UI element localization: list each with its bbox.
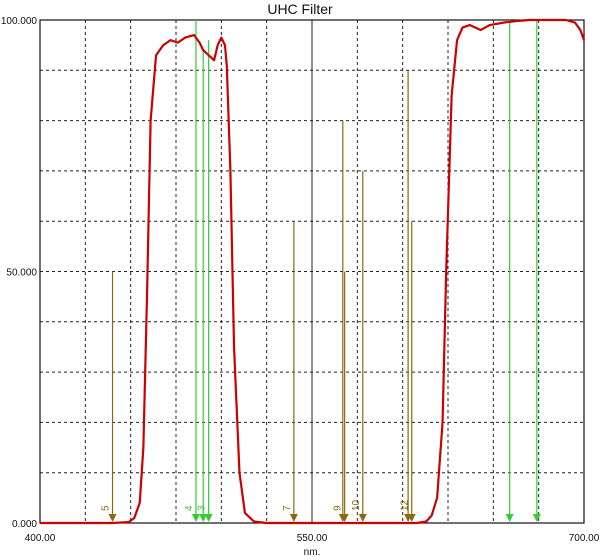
marker-label: 4 (184, 505, 195, 511)
marker-arrowhead (358, 514, 367, 522)
x-tick-label: 550.00 (297, 533, 328, 544)
marker-label: 7 (282, 505, 293, 511)
marker-arrowhead (191, 514, 200, 522)
marker-arrowhead (532, 514, 541, 522)
marker-label: 5 (101, 505, 112, 511)
series-line (40, 18, 586, 525)
x-tick-label: 700.00 (569, 533, 600, 544)
marker-arrowhead (407, 514, 416, 522)
y-tick-label: 100.000 (1, 16, 38, 27)
x-tick-label: 400.00 (25, 533, 56, 544)
marker-arrowhead (289, 514, 298, 522)
marker-arrowhead (505, 514, 514, 522)
marker-arrowhead (108, 514, 117, 522)
marker-arrowhead (340, 514, 349, 522)
y-tick-label: 0.000 (12, 519, 37, 530)
marker-label: 3 (197, 505, 208, 511)
x-axis-label: nm. (304, 547, 321, 558)
marker-label: 9 (333, 505, 344, 511)
marker-label: 12 (400, 499, 411, 511)
y-tick-label: 50.000 (6, 268, 37, 279)
chart-title: UHC Filter (267, 1, 333, 17)
marker-arrowhead (204, 514, 213, 522)
marker-arrowhead (199, 514, 208, 522)
marker-label: 10 (351, 499, 362, 511)
